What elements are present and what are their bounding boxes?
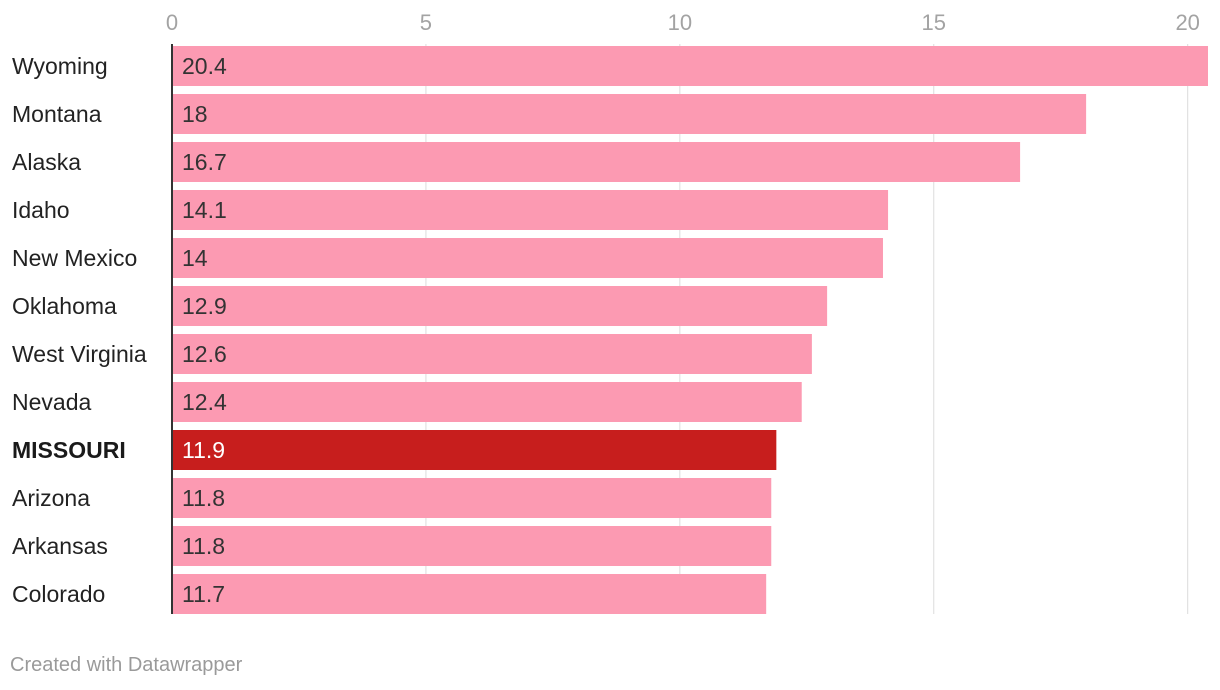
x-tick-label: 5 bbox=[420, 10, 432, 35]
bar bbox=[172, 142, 1021, 182]
category-label: New Mexico bbox=[12, 245, 137, 271]
data-label: 18 bbox=[182, 101, 208, 127]
data-label: 14 bbox=[182, 245, 208, 271]
data-label: 20.4 bbox=[182, 53, 227, 79]
x-tick-label: 0 bbox=[166, 10, 178, 35]
data-label: 12.6 bbox=[182, 341, 227, 367]
x-tick-label: 10 bbox=[668, 10, 692, 35]
data-label: 11.7 bbox=[182, 581, 225, 607]
bar bbox=[172, 334, 812, 374]
x-tick-label: 20 bbox=[1175, 10, 1199, 35]
data-label: 16.7 bbox=[182, 149, 227, 175]
bar bbox=[172, 190, 889, 230]
bar bbox=[172, 478, 772, 518]
category-label: West Virginia bbox=[12, 341, 147, 367]
category-label: Alaska bbox=[12, 149, 81, 175]
data-label: 12.4 bbox=[182, 389, 227, 415]
x-tick-label: 15 bbox=[922, 10, 946, 35]
bar bbox=[172, 574, 767, 614]
bar-chart: 0 5 10 15 20 Wyoming 20.4 Montana 18 Alaska 16.7 Id… bbox=[12, 10, 1208, 614]
data-label: 11.9 bbox=[182, 437, 225, 463]
bar bbox=[172, 382, 802, 422]
data-label: 14.1 bbox=[182, 197, 227, 223]
bar bbox=[172, 238, 883, 278]
category-label: Nevada bbox=[12, 389, 91, 415]
category-label: Arkansas bbox=[12, 533, 108, 559]
category-label: Idaho bbox=[12, 197, 70, 223]
data-label: 11.8 bbox=[182, 485, 225, 511]
credit-footer: Created with Datawrapper bbox=[10, 654, 243, 676]
bar-highlight bbox=[172, 430, 777, 470]
category-label: Arizona bbox=[12, 485, 90, 511]
category-label: Oklahoma bbox=[12, 293, 117, 319]
data-label: 11.8 bbox=[182, 533, 225, 559]
category-label: MISSOURI bbox=[12, 437, 126, 463]
category-label: Colorado bbox=[12, 581, 105, 607]
bar bbox=[172, 46, 1208, 86]
data-label: 12.9 bbox=[182, 293, 227, 319]
category-label: Wyoming bbox=[12, 53, 108, 79]
bar bbox=[172, 94, 1087, 134]
bar bbox=[172, 526, 772, 566]
bar bbox=[172, 286, 828, 326]
category-label: Montana bbox=[12, 101, 102, 127]
